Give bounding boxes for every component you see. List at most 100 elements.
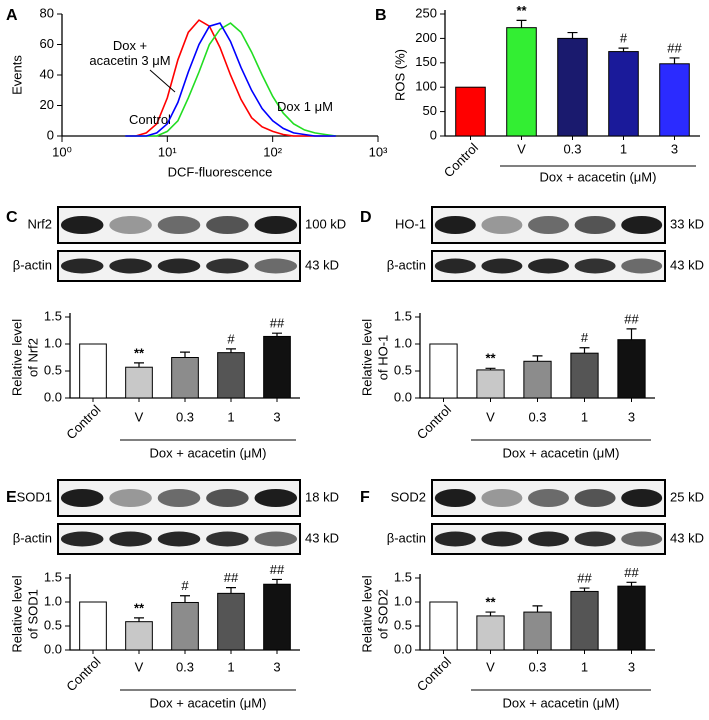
blot-band bbox=[574, 216, 616, 234]
error-bar bbox=[272, 332, 282, 337]
x-tick-label: 0.3 bbox=[528, 659, 546, 674]
blot-band bbox=[109, 216, 152, 234]
panel-letter: A bbox=[6, 7, 18, 24]
y-tick-label: 0.0 bbox=[394, 641, 412, 656]
y-tick-label: 0.5 bbox=[394, 362, 412, 377]
bar bbox=[125, 621, 153, 651]
blot-band bbox=[574, 258, 616, 274]
pointer bbox=[149, 69, 176, 93]
x-tick-label: Control bbox=[63, 402, 103, 442]
bar bbox=[617, 339, 646, 399]
blot-band bbox=[574, 489, 616, 507]
error-bar bbox=[134, 617, 144, 622]
blot-size: 18 kD bbox=[305, 489, 339, 504]
bar bbox=[476, 369, 505, 399]
y-tick-label: 1.5 bbox=[44, 308, 62, 323]
error-bar bbox=[579, 587, 590, 592]
x-tick-label: 3 bbox=[628, 409, 635, 424]
y-tick-label: 0.5 bbox=[44, 362, 62, 377]
error-bar bbox=[618, 47, 629, 52]
series-label: Control bbox=[129, 112, 171, 127]
y-tick-label: 1.0 bbox=[394, 335, 412, 350]
y-tick-label: 0.0 bbox=[44, 389, 62, 404]
x-tick-label: 0.3 bbox=[528, 409, 546, 424]
blot-band bbox=[206, 258, 249, 274]
x-tick-label: 1 bbox=[227, 659, 234, 674]
blot-size: 25 kD bbox=[670, 489, 704, 504]
error-bar bbox=[226, 587, 236, 594]
y-tick-label: 1.0 bbox=[44, 593, 62, 608]
blot-band bbox=[527, 258, 570, 274]
y-tick-label: 40 bbox=[40, 66, 54, 81]
y-tick-label: 200 bbox=[415, 30, 437, 45]
y-axis-label: ROS (%) bbox=[392, 49, 407, 101]
y-tick-label: 1.5 bbox=[394, 308, 412, 323]
blot-protein: β-actin bbox=[387, 257, 426, 272]
y-axis-label: of HO-1 bbox=[375, 335, 390, 381]
blot-size: 33 kD bbox=[670, 216, 704, 231]
series-label: Dox 1 μM bbox=[277, 99, 333, 114]
bar bbox=[171, 601, 199, 651]
error-bar bbox=[180, 595, 190, 603]
significance: # bbox=[620, 31, 628, 46]
significance: ## bbox=[624, 311, 639, 326]
significance: ## bbox=[577, 571, 592, 586]
blot-band bbox=[157, 216, 201, 234]
panel-letter: B bbox=[375, 7, 387, 24]
error-bar bbox=[485, 611, 496, 616]
x-tick-label: Control bbox=[414, 654, 454, 694]
bar bbox=[617, 585, 646, 651]
y-axis-label: of SOD1 bbox=[25, 589, 40, 639]
panel-letter: F bbox=[360, 489, 370, 506]
x-tick-label: 1 bbox=[620, 141, 627, 156]
blot-size: 43 kD bbox=[670, 257, 704, 272]
y-tick-label: 1.0 bbox=[394, 593, 412, 608]
blot-band bbox=[481, 531, 523, 547]
significance: ## bbox=[624, 565, 639, 580]
y-axis-label: of Nrf2 bbox=[25, 338, 40, 377]
significance: # bbox=[581, 330, 589, 345]
series-line bbox=[125, 22, 337, 137]
y-tick-label: 1.5 bbox=[44, 569, 62, 584]
bar bbox=[429, 601, 458, 651]
x-tick-label: 10³ bbox=[369, 144, 388, 159]
group-label: Dox + acacetin (μM) bbox=[150, 445, 267, 460]
blot-size: 43 kD bbox=[305, 530, 339, 545]
y-tick-label: 0 bbox=[430, 127, 437, 142]
x-tick-label: Control bbox=[414, 402, 454, 442]
blot-band bbox=[574, 531, 616, 547]
blot-band bbox=[621, 489, 663, 507]
y-tick-label: 50 bbox=[423, 103, 437, 118]
bar bbox=[217, 352, 245, 399]
bar bbox=[263, 335, 291, 399]
group-label: Dox + acacetin (μM) bbox=[503, 695, 620, 710]
blot-band bbox=[621, 531, 663, 547]
error-bar bbox=[272, 578, 282, 585]
blot-band bbox=[527, 216, 570, 234]
x-axis-label: DCF-fluorescence bbox=[168, 164, 273, 179]
series-label: Dox + acacetin 3 μM bbox=[89, 38, 170, 68]
blot-band bbox=[434, 489, 476, 507]
y-axis-label: Relative level bbox=[359, 575, 374, 652]
significance: ## bbox=[270, 562, 285, 577]
x-tick-label: 10¹ bbox=[158, 144, 177, 159]
x-tick-label: V bbox=[135, 409, 144, 424]
blot-band bbox=[60, 531, 104, 547]
group-label: Dox + acacetin (μM) bbox=[540, 169, 657, 184]
x-tick-label: V bbox=[135, 659, 144, 674]
blot-protein: β-actin bbox=[387, 530, 426, 545]
y-axis-label: Relative level bbox=[9, 319, 24, 396]
bar bbox=[79, 343, 107, 399]
blot-band bbox=[254, 531, 298, 547]
blot-band bbox=[254, 258, 298, 274]
blot-size: 43 kD bbox=[305, 257, 339, 272]
x-tick-label: 3 bbox=[671, 141, 678, 156]
panel-letter: E bbox=[6, 489, 17, 506]
significance: ## bbox=[224, 570, 239, 585]
blot-band bbox=[206, 531, 249, 547]
bar bbox=[608, 51, 639, 137]
blot-band bbox=[157, 489, 201, 507]
error-bar bbox=[134, 362, 144, 368]
significance: ** bbox=[134, 345, 145, 360]
bar bbox=[506, 27, 537, 137]
